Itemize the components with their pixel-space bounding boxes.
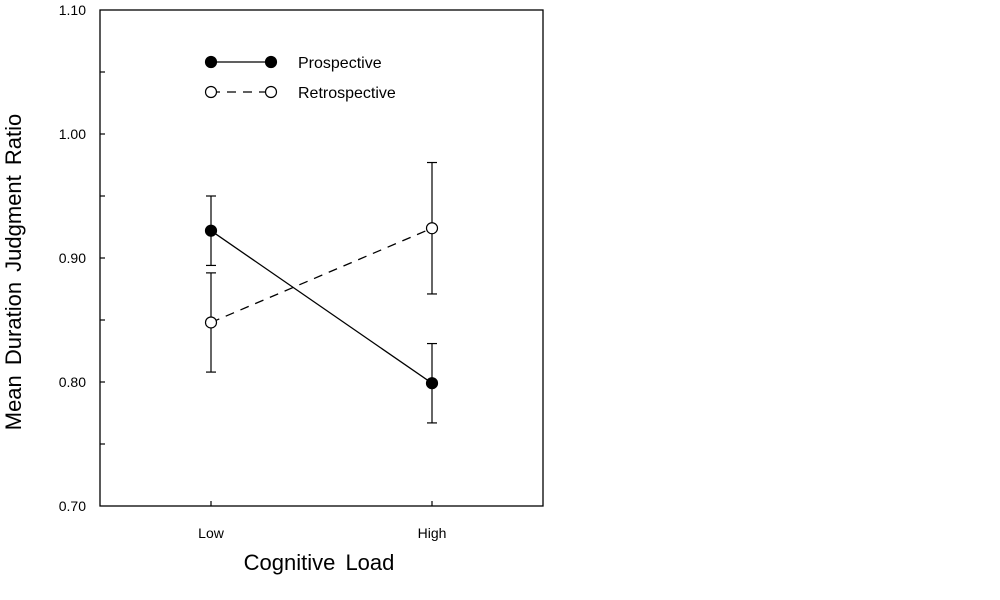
series-line-prospective [210, 230, 433, 384]
legend-label-retrospective: Retrospective [298, 85, 396, 102]
series-line-retrospective [210, 227, 433, 324]
y-axis-ticks: 0.70 0.80 0.90 1.00 1.10 [59, 2, 105, 514]
series-layer [204, 161, 439, 424]
data-point-retrospective [425, 222, 439, 235]
y-tick-label: 0.90 [59, 250, 86, 266]
legend-marker-prospective-right [264, 55, 278, 69]
legend: Prospective Retrospective [204, 55, 396, 102]
x-axis-ticks: Low High [198, 501, 446, 541]
legend-marker-prospective-left [204, 55, 218, 69]
data-point-prospective [425, 377, 439, 390]
y-tick-label: 1.10 [59, 2, 86, 18]
data-point-retrospective [204, 316, 218, 329]
x-axis-title: Cognitive Load [244, 550, 395, 575]
y-tick-label: 0.70 [59, 498, 86, 514]
legend-marker-retrospective-left [204, 85, 218, 99]
x-tick-label: High [418, 525, 447, 541]
y-tick-label: 1.00 [59, 126, 86, 142]
legend-marker-retrospective-right [264, 85, 278, 99]
legend-label-prospective: Prospective [298, 55, 382, 72]
data-point-prospective [204, 224, 218, 237]
y-axis-title: Mean Duration Judgment Ratio [1, 114, 26, 431]
x-tick-label: Low [198, 525, 225, 541]
y-tick-label: 0.80 [59, 374, 86, 390]
